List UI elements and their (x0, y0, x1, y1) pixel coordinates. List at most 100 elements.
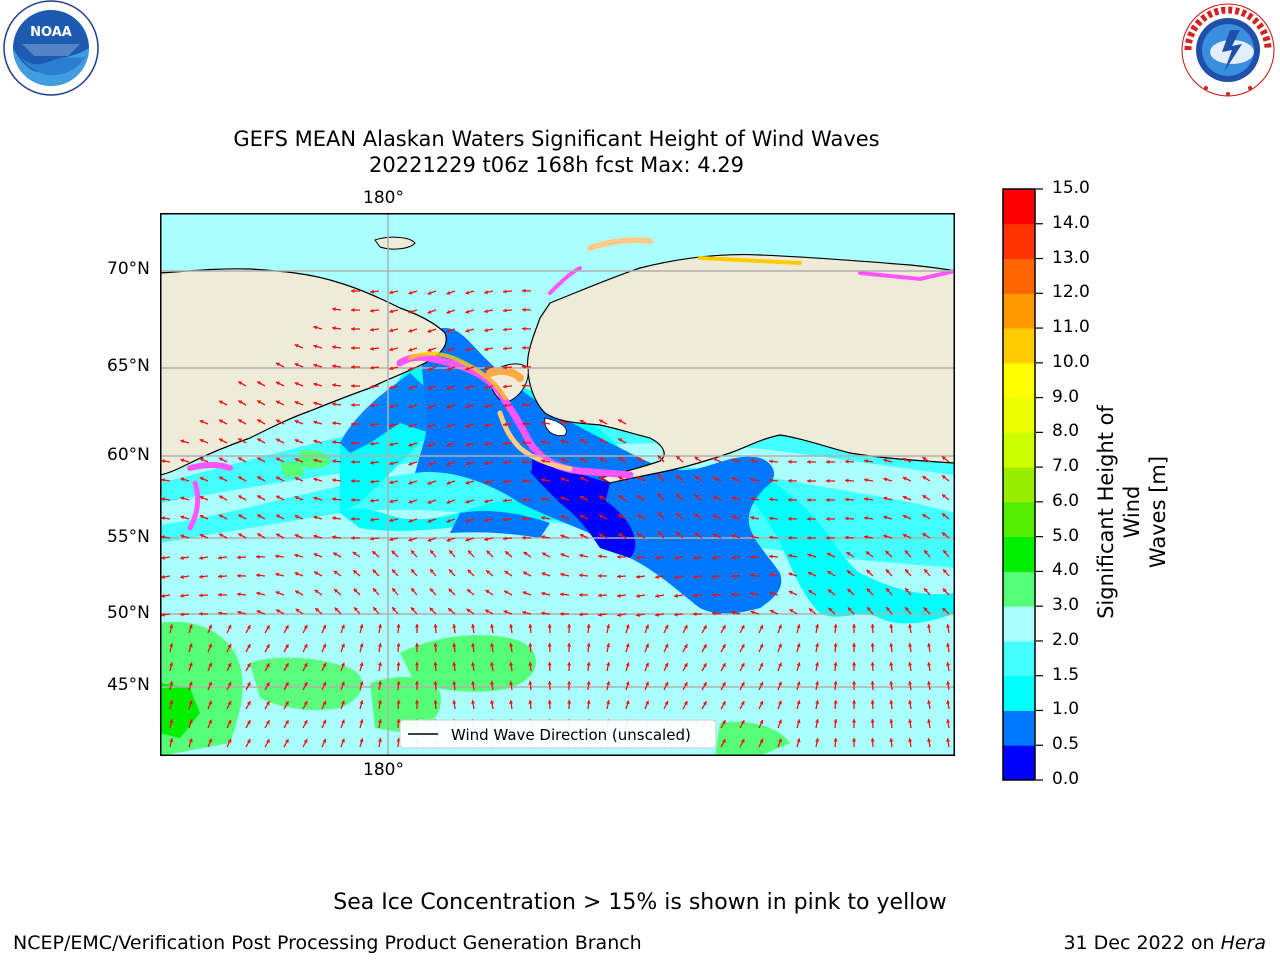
wind-wave-arrow (644, 624, 650, 634)
wind-wave-arrow (321, 738, 327, 748)
wind-wave-arrow (256, 399, 266, 406)
wind-wave-arrow (340, 700, 345, 710)
wind-wave-arrow (750, 515, 760, 520)
wind-wave-arrow (199, 457, 209, 463)
wind-wave-arrow (188, 662, 193, 672)
wind-wave-arrow (657, 512, 665, 520)
wind-wave-arrow (466, 588, 475, 596)
wind-wave-arrow (923, 607, 931, 615)
wind-wave-arrow (815, 700, 820, 710)
lat-label-70: 70°N (107, 259, 150, 279)
colorbar-segment (1003, 606, 1035, 642)
wind-wave-arrow (625, 624, 630, 634)
wind-wave-arrow (509, 681, 514, 691)
wind-wave-arrow (313, 382, 323, 387)
wind-wave-arrow (414, 680, 420, 691)
wind-wave-arrow (528, 623, 533, 634)
wind-wave-arrow (808, 607, 817, 615)
wind-wave-arrow (237, 399, 247, 406)
wind-wave-arrow (188, 700, 193, 710)
wind-wave-arrow (217, 611, 228, 616)
wind-wave-arrow (245, 738, 251, 748)
wind-wave-arrow (256, 513, 266, 520)
colorbar-segment (1003, 501, 1035, 538)
wind-wave-arrow (758, 738, 764, 748)
wind-wave-arrow (833, 680, 838, 691)
wind-wave-arrow (586, 642, 591, 653)
wind-wave-arrow (711, 574, 722, 579)
wind-wave-arrow (433, 642, 438, 653)
wind-wave-arrow (484, 499, 494, 504)
wind-wave-arrow (302, 738, 308, 748)
wind-wave-arrow (833, 699, 838, 710)
wind-wave-arrow (598, 533, 608, 539)
wind-wave-arrow (302, 719, 308, 729)
wind-wave-arrow (485, 569, 494, 577)
wind-wave-arrow (827, 570, 836, 577)
wind-wave-arrow (369, 289, 380, 294)
wind-wave-arrow (502, 384, 513, 389)
wind-wave-arrow (275, 381, 285, 387)
wind-wave-arrow (503, 590, 513, 596)
wind-wave-arrow (369, 365, 380, 370)
wind-wave-arrow (264, 681, 271, 691)
colorbar-tick-label: 2.0 (1052, 629, 1080, 650)
wind-wave-arrow (226, 700, 232, 710)
wind-wave-arrow (283, 643, 290, 653)
wind-wave-arrow (768, 478, 779, 483)
wind-wave-arrow (846, 588, 855, 596)
wind-wave-arrow (663, 700, 669, 710)
wind-wave-arrow (827, 588, 836, 596)
wind-wave-arrow (161, 593, 171, 598)
wind-wave-arrow (377, 719, 383, 729)
wind-wave-arrow (283, 738, 290, 748)
wind-wave-arrow (294, 400, 304, 406)
wind-wave-arrow (408, 404, 418, 409)
wind-wave-arrow (313, 553, 323, 558)
wind-wave-arrow (236, 592, 247, 597)
wind-wave-arrow (625, 681, 630, 691)
colorbar-segment (1003, 675, 1035, 711)
wind-wave-arrow (313, 515, 323, 520)
wind-wave-arrow (927, 662, 932, 672)
wind-wave-arrow (321, 624, 327, 634)
wind-wave-arrow (825, 497, 836, 502)
wind-wave-arrow (923, 549, 931, 558)
wind-wave-arrow (410, 568, 418, 577)
wind-wave-arrow (806, 478, 817, 484)
wind-wave-arrow (806, 497, 817, 503)
wind-wave-arrow (701, 681, 708, 691)
wind-wave-arrow (560, 496, 570, 501)
colorbar-tick-label: 0.0 (1052, 769, 1080, 789)
wind-wave-arrow (391, 550, 399, 558)
wind-wave-arrow (350, 516, 361, 522)
wind-wave-arrow (237, 437, 247, 444)
wind-wave-arrow (490, 681, 495, 691)
wind-wave-arrow (597, 554, 608, 559)
wind-wave-arrow (720, 738, 727, 748)
wind-wave-arrow (465, 423, 475, 428)
wind-wave-arrow (663, 662, 669, 672)
wind-wave-arrow (586, 661, 591, 672)
wind-wave-arrow (663, 624, 669, 634)
wind-wave-arrow (833, 718, 838, 729)
wind-wave-arrow (408, 423, 418, 428)
wind-wave-arrow (777, 681, 782, 691)
wind-wave-arrow (617, 494, 627, 501)
wind-wave-arrow (579, 553, 589, 558)
wind-wave-arrow (452, 699, 457, 710)
sea-ice-note: Sea Ice Concentration > 15% is shown in … (333, 890, 947, 915)
wind-wave-arrow (359, 719, 364, 729)
plot-title-line-2: 20221229 t06z 168h fcst Max: 4.29 (369, 153, 744, 177)
wind-wave-arrow (921, 494, 931, 501)
wind-wave-arrow (226, 643, 232, 653)
wind-wave-arrow (833, 642, 838, 653)
wind-wave-arrow (313, 496, 323, 501)
wind-wave-arrow (371, 550, 380, 558)
wind-wave-arrow (864, 497, 874, 502)
colorbar-tick-label: 3.0 (1052, 595, 1080, 616)
wind-wave-arrow (579, 495, 589, 501)
wind-wave-arrow (446, 537, 456, 542)
wind-wave-arrow (429, 568, 437, 577)
wind-wave-arrow (180, 574, 190, 579)
